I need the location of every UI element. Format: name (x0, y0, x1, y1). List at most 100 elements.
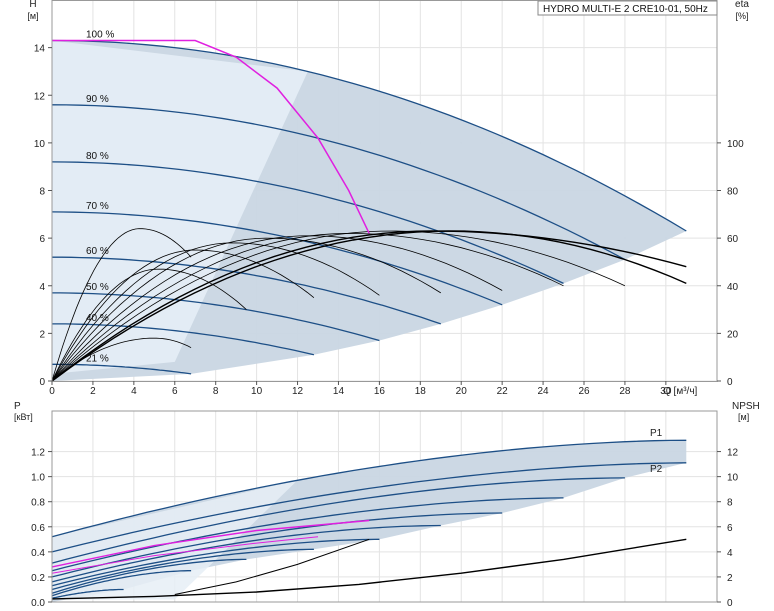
x-tick-label: 18 (415, 386, 427, 397)
title-box: HYDRO MULTI-E 2 CRE10-01, 50Hz (537, 0, 718, 16)
eta-curve-1 (51, 230, 687, 382)
eta-curve-0 (51, 230, 687, 382)
power-curve-9 (51, 570, 192, 597)
npsh-curve (51, 538, 687, 600)
x-tick-label: 4 (131, 386, 137, 397)
head-curve-5 (52, 292, 380, 342)
x-tick-label: 6 (172, 386, 178, 397)
eta-curve-8 (51, 268, 247, 382)
y-tick-label: 6 (39, 234, 45, 245)
y-tick-label: 4 (39, 282, 45, 293)
eta-curve-7 (51, 249, 315, 382)
curves-layer (51, 39, 687, 600)
head-curve-1 (51, 104, 626, 261)
speed-label: 60 % (86, 246, 109, 257)
power-curve-10 (51, 588, 124, 599)
p-tick-label: 1.0 (31, 473, 45, 484)
speed-label: 50 % (86, 282, 109, 293)
duty-curve-power-low (51, 536, 319, 574)
speed-label: 40 % (86, 313, 109, 324)
p-tick-label: 0.2 (31, 573, 45, 584)
y-tick-label: 14 (34, 44, 46, 55)
power-curve-1 (51, 462, 687, 553)
y2-tick-label: 100 (727, 139, 744, 150)
x-axis-label: Q [м³/ч] (663, 386, 698, 397)
speed-label: 80 % (86, 151, 109, 162)
x-tick-label: 12 (292, 386, 304, 397)
duty-curve-head (52, 39, 370, 234)
x-tick-label: 2 (90, 386, 96, 397)
y2-tick-label: 40 (727, 282, 739, 293)
speed-label: 70 % (86, 201, 109, 212)
power-curve-4 (51, 512, 503, 578)
speed-label: 21 % (86, 353, 109, 364)
npsh-tick-label: 2 (727, 573, 733, 584)
npsh-tick-label: 10 (727, 473, 739, 484)
head-curve-2 (51, 161, 564, 284)
power-curve-7 (51, 548, 314, 591)
power-curve-3 (51, 497, 564, 572)
labels-layer: 0 2 4 6 8 10 12 14 16 18 20 22 24 26 28 30Q [м³/ч]02468… (14, 0, 760, 609)
plot-frame-bottom (51, 410, 718, 603)
x-tick-label: 20 (456, 386, 468, 397)
npsh-tick-label: 12 (727, 448, 739, 459)
y-tick-label: 12 (34, 91, 46, 102)
light-band-bottom (52, 480, 298, 600)
p-axis-label: P (14, 401, 21, 412)
p-tick-label: 0.0 (31, 598, 45, 609)
power-curve-6 (51, 538, 380, 587)
power-curve-5 (51, 524, 441, 583)
x-tick-label: 8 (213, 386, 219, 397)
y2-tick-label: 0 (727, 377, 733, 388)
x-tick-label: 0 (49, 386, 55, 397)
x-tick-label: 24 (538, 386, 550, 397)
npsh-axis-label: NPSH (732, 401, 760, 412)
y-tick-label: 10 (34, 139, 46, 150)
p-tick-label: 1.2 (31, 448, 45, 459)
eta-curve-9 (51, 228, 192, 382)
speed-label: 100 % (86, 29, 114, 40)
npsh-axis-unit: [м] (738, 412, 749, 422)
head-curve-6 (52, 323, 315, 356)
power-curve-2 (51, 477, 625, 564)
y-axis-unit: [м] (27, 11, 38, 21)
y2-tick-label: 20 (727, 329, 739, 340)
duty-curve-power (51, 519, 370, 568)
npsh-tick-label: 0 (727, 598, 733, 609)
eta-curve-10 (51, 337, 192, 382)
x-tick-label: 26 (578, 386, 590, 397)
eta-curve-4 (51, 235, 503, 382)
chart-title: HYDRO MULTI-E 2 CRE10-01, 50Hz (543, 4, 708, 15)
head-curve-0 (51, 39, 687, 232)
p-tick-label: 0.6 (31, 523, 45, 534)
eta-curve-2 (51, 230, 626, 382)
x-tick-label: 14 (333, 386, 345, 397)
operating-area-layer (52, 40, 687, 602)
npsh-tick-label: 4 (727, 548, 733, 559)
npsh-tick-label: 8 (727, 498, 733, 509)
speed-label: 90 % (86, 94, 109, 105)
y-axis-label: H (29, 0, 36, 10)
npsh-curve-steep (174, 538, 370, 595)
power-curve-0 (51, 439, 687, 538)
x-tick-label: 28 (619, 386, 631, 397)
p-axis-unit: [кВт] (14, 412, 33, 422)
x-tick-label: 22 (497, 386, 509, 397)
y2-axis-unit: [%] (735, 11, 748, 21)
eta-curve-5 (51, 237, 442, 382)
head-curve-4 (52, 256, 442, 325)
head-curve-3 (51, 211, 503, 306)
eta-curve-6 (51, 242, 380, 382)
y2-axis-label: eta (735, 0, 749, 10)
series-label-p2: P2 (650, 464, 663, 475)
y-tick-label: 0 (39, 377, 45, 388)
title-border (537, 0, 718, 16)
npsh-tick-label: 6 (727, 523, 733, 534)
y2-tick-label: 80 (727, 187, 739, 198)
x-tick-label: 16 (374, 386, 386, 397)
x-tick-label: 30 (660, 386, 672, 397)
series-label-p1: P1 (650, 428, 663, 439)
y2-tick-label: 60 (727, 234, 739, 245)
x-tick-label: 10 (251, 386, 263, 397)
